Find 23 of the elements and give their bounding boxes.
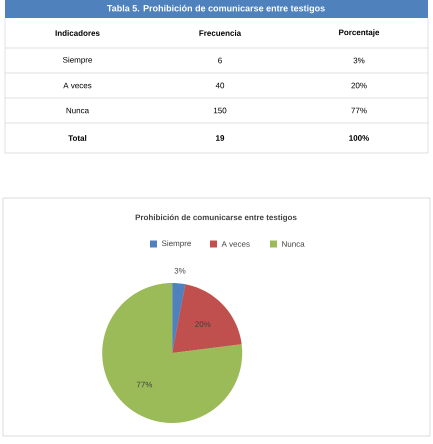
text: 77% xyxy=(351,108,367,114)
text: 40 xyxy=(216,82,224,88)
text: 3% xyxy=(354,58,364,64)
legend-label: Nunca xyxy=(282,241,305,247)
text: 20% xyxy=(351,82,367,88)
text: 6 xyxy=(218,58,222,64)
text: Frecuencia xyxy=(199,30,242,36)
text: Indicadores xyxy=(56,30,100,36)
legend-label: A veces xyxy=(222,241,250,247)
text: Tabla 5. Prohibición de comunicarse entre testigos xyxy=(106,4,325,14)
text: 100% xyxy=(349,135,370,141)
text: Total xyxy=(68,135,86,141)
data-label: 3% xyxy=(174,268,186,274)
chart-title: Prohibición de comunicarse entre testigos xyxy=(136,214,297,222)
text: A veces xyxy=(63,82,92,88)
text: 150 xyxy=(214,108,226,114)
data-label: 20% xyxy=(195,321,211,328)
text: Siempre xyxy=(62,56,92,64)
text: 19 xyxy=(216,135,224,141)
legend-label: Siempre xyxy=(162,240,191,248)
data-label: 77% xyxy=(136,382,152,388)
text: Porcentaje xyxy=(339,29,380,37)
text: Nunca xyxy=(66,108,90,114)
